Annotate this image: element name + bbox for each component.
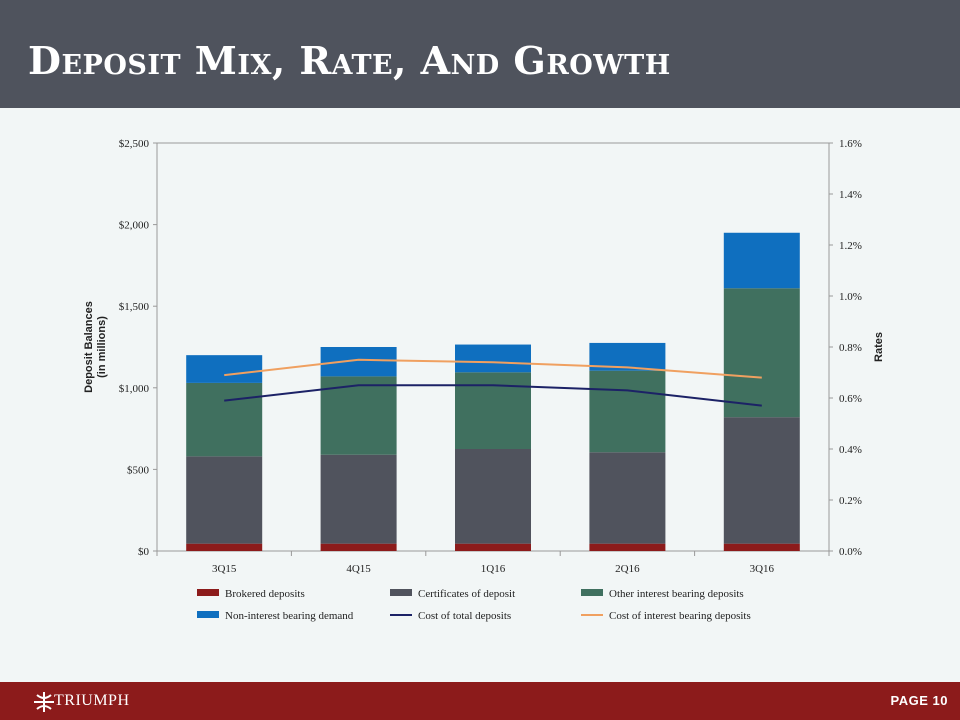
logo-text: TRIUMPH <box>54 692 130 709</box>
bar-segment <box>589 370 666 453</box>
y-tick-label: $2,000 <box>119 220 150 232</box>
y2-tick-label: 1.4% <box>839 189 862 201</box>
x-tick-label: 1Q16 <box>481 563 506 575</box>
header-bar: Deposit Mix, Rate, And Growth <box>0 0 960 108</box>
page-title: Deposit Mix, Rate, And Growth <box>28 38 671 83</box>
y2-tick-label: 0.8% <box>839 342 862 354</box>
bar-segment <box>723 232 800 289</box>
bar-segment <box>455 543 531 551</box>
bar-segment <box>589 543 666 551</box>
legend-label: Non-interest bearing demand <box>225 610 354 622</box>
y-tick-label: $1,500 <box>119 301 150 313</box>
footer-bar: TRIUMPH PAGE 10 <box>0 682 960 720</box>
bar-segment <box>455 372 531 449</box>
legend-label: Cost of interest bearing deposits <box>609 610 751 622</box>
y2-tick-label: 1.0% <box>839 291 862 303</box>
x-tick-label: 4Q15 <box>346 563 371 575</box>
legend-label: Other interest bearing deposits <box>609 588 744 600</box>
bar-segment <box>723 288 800 418</box>
bar-segment <box>320 376 397 455</box>
bar-segment <box>186 543 263 551</box>
series-line <box>224 384 762 407</box>
legend-swatch <box>197 611 219 618</box>
y-axis-label-line: (in millions) <box>96 316 108 378</box>
y-tick-label: $2,500 <box>119 138 150 150</box>
bar-segment <box>320 454 397 544</box>
y-tick-label: $1,000 <box>119 383 150 395</box>
y2-tick-label: 1.2% <box>839 240 862 252</box>
y-tick-label: $500 <box>127 464 150 476</box>
bar-segment <box>455 344 531 373</box>
legend-swatch <box>581 589 603 596</box>
page-number: PAGE 10 <box>890 693 948 708</box>
bar-segment <box>589 452 666 544</box>
x-tick-label: 3Q15 <box>212 563 237 575</box>
bar-segment <box>320 543 397 551</box>
x-tick-label: 3Q16 <box>750 563 775 575</box>
y2-tick-label: 0.4% <box>839 444 862 456</box>
legend-swatch <box>197 589 219 596</box>
bar-segment <box>186 456 263 544</box>
bar-segment <box>320 347 397 377</box>
y2-tick-label: 0.2% <box>839 495 862 507</box>
y-axis-label-line: Deposit Balances <box>83 301 95 393</box>
y2-axis-label: Rates <box>873 332 885 362</box>
x-tick-label: 2Q16 <box>615 563 640 575</box>
bar-segment <box>723 543 800 551</box>
y-axis-label: Deposit Balances(in millions) <box>83 301 108 393</box>
bar-segment <box>186 355 263 383</box>
y2-tick-label: 0.0% <box>839 546 862 558</box>
legend-swatch <box>390 589 412 596</box>
bar-segment <box>186 382 263 457</box>
y2-tick-label: 1.6% <box>839 138 862 150</box>
y2-tick-label: 0.6% <box>839 393 862 405</box>
triumph-logo-icon <box>34 692 54 712</box>
legend-label: Brokered deposits <box>225 588 305 600</box>
y-tick-label: $0 <box>138 546 150 558</box>
legend-label: Cost of total deposits <box>418 610 511 622</box>
deposit-chart: $0 $500 $1,000 $1,500 $2,000 $2,500 0.0% 0.2% 0.… <box>83 138 885 622</box>
series-line <box>224 358 762 379</box>
bar-segment <box>723 417 800 544</box>
legend-label: Certificates of deposit <box>418 588 515 600</box>
bar-segment <box>455 449 531 544</box>
